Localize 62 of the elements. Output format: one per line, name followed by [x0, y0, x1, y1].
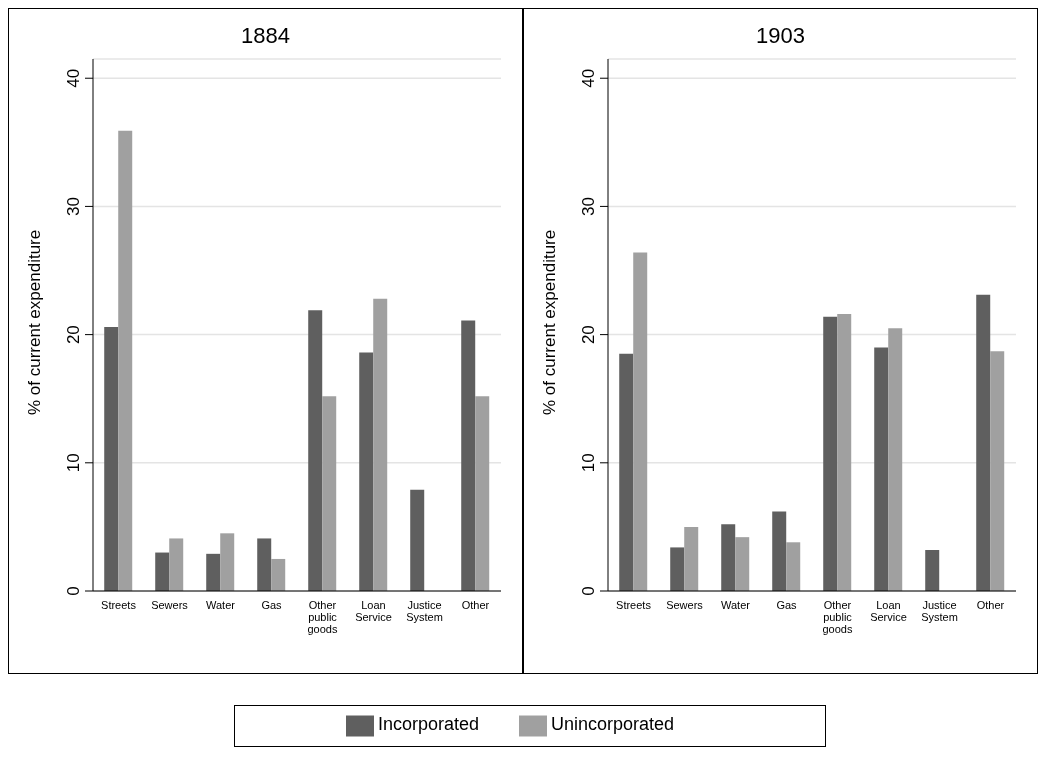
x-tick-label: Gas — [261, 599, 283, 611]
bar — [735, 537, 750, 591]
bar — [837, 314, 852, 591]
x-tick-label: Sewers — [666, 599, 704, 611]
x-tick-label: Other — [461, 599, 490, 611]
y-tick-label: 40 — [64, 68, 83, 88]
bar — [475, 396, 490, 591]
bar — [633, 252, 648, 591]
y-axis-title: % of current expenditure — [25, 229, 45, 415]
chart-title: 1903 — [755, 23, 806, 50]
x-tick-label: Gas — [776, 599, 798, 611]
bar — [220, 533, 235, 591]
legend-label: Incorporated — [377, 714, 479, 735]
x-tick-label: Sewers — [151, 599, 189, 611]
bar — [257, 538, 272, 591]
y-tick-label: 10 — [64, 453, 83, 473]
y-tick-label: 10 — [579, 453, 598, 473]
bar — [786, 542, 801, 591]
y-tick-label: 30 — [579, 196, 598, 216]
bar — [670, 547, 685, 591]
bar — [874, 347, 889, 591]
bar — [308, 310, 323, 591]
x-tick-label: Justice System — [406, 599, 443, 623]
bar — [976, 294, 991, 591]
bar — [823, 316, 838, 591]
bar — [359, 352, 374, 591]
y-tick-label: 40 — [579, 68, 598, 88]
y-axis-title: % of current expenditure — [540, 229, 560, 415]
bar — [322, 396, 337, 591]
bar — [461, 320, 476, 591]
bar — [410, 489, 425, 591]
legend-label: Unincorporated — [551, 714, 675, 735]
x-tick-label: Loan Service — [870, 599, 907, 623]
x-tick-label: Loan Service — [355, 599, 392, 623]
bar — [888, 328, 903, 591]
bar — [721, 524, 736, 591]
bar — [925, 549, 940, 591]
x-tick-label: Streets — [101, 599, 137, 611]
x-tick-label: Justice System — [921, 599, 958, 623]
bar — [990, 351, 1005, 591]
bar — [104, 326, 119, 591]
x-tick-label: Streets — [616, 599, 652, 611]
y-tick-label: 30 — [64, 196, 83, 216]
x-tick-label: Other public goods — [822, 599, 853, 635]
x-tick-label: Water — [721, 599, 751, 611]
chart-title: 1884 — [240, 23, 291, 50]
bar — [684, 526, 699, 591]
bar — [271, 558, 286, 591]
y-tick-label: 20 — [64, 325, 83, 345]
y-tick-label: 0 — [579, 586, 598, 596]
bar — [206, 553, 221, 591]
bar — [118, 130, 133, 591]
y-tick-label: 0 — [64, 586, 83, 596]
x-tick-label: Water — [206, 599, 236, 611]
bar — [772, 511, 787, 591]
bar — [619, 353, 634, 591]
bar — [373, 298, 388, 591]
x-tick-label: Other — [976, 599, 1005, 611]
x-tick-label: Other public goods — [307, 599, 338, 635]
bar — [169, 538, 184, 591]
y-tick-label: 20 — [579, 325, 598, 345]
bar — [155, 552, 170, 591]
